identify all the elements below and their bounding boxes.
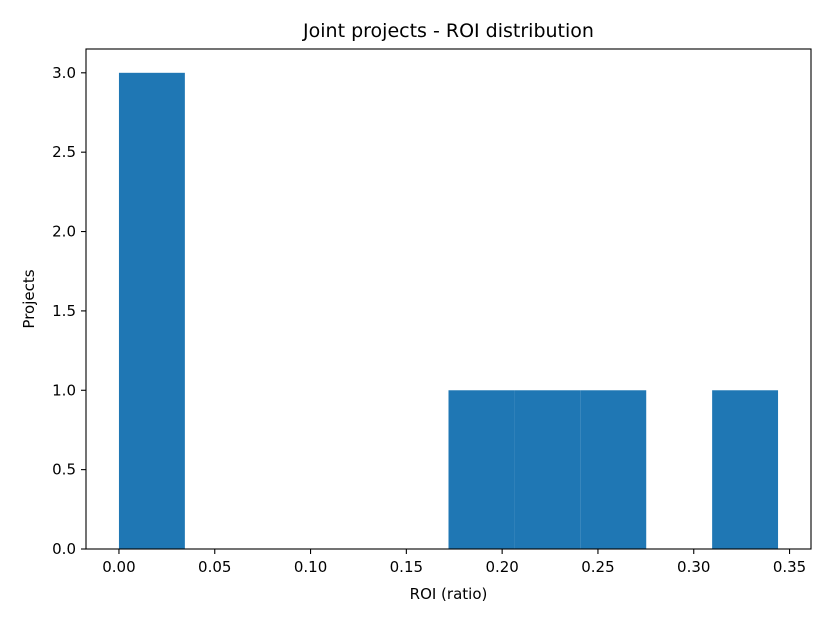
y-tick-label: 3.0 [52,64,76,82]
histogram-bar [712,390,779,549]
x-tick-label: 0.05 [198,558,231,576]
y-axis-ticks: 0.0 0.5 1.0 1.5 2.0 2.5 3.0 [52,64,86,558]
x-tick-label: 0.35 [773,558,806,576]
bars-group [118,72,779,550]
x-tick-label: 0.10 [294,558,327,576]
x-tick-label: 0.00 [102,558,135,576]
histogram-bar [514,390,581,549]
x-tick-label: 0.15 [390,558,423,576]
y-tick-label: 0.0 [52,540,76,558]
y-tick-label: 2.0 [52,223,76,241]
y-tick-label: 1.5 [52,302,76,320]
y-tick-label: 0.5 [52,461,76,479]
histogram-bar [118,72,185,550]
y-axis-label: Projects [20,269,38,328]
x-tick-label: 0.20 [485,558,518,576]
chart-title: Joint projects - ROI distribution [302,20,594,42]
histogram-bar [580,390,647,549]
x-axis-label: ROI (ratio) [410,585,488,603]
plot-frame [85,48,812,550]
y-tick-label: 2.5 [52,143,76,161]
histogram-bar [448,390,515,549]
y-tick-label: 1.0 [52,381,76,399]
x-axis-ticks: 0.00 0.05 0.10 0.15 0.20 0.25 0.30 0.35 [102,549,806,576]
x-tick-label: 0.25 [581,558,614,576]
x-tick-label: 0.30 [677,558,710,576]
